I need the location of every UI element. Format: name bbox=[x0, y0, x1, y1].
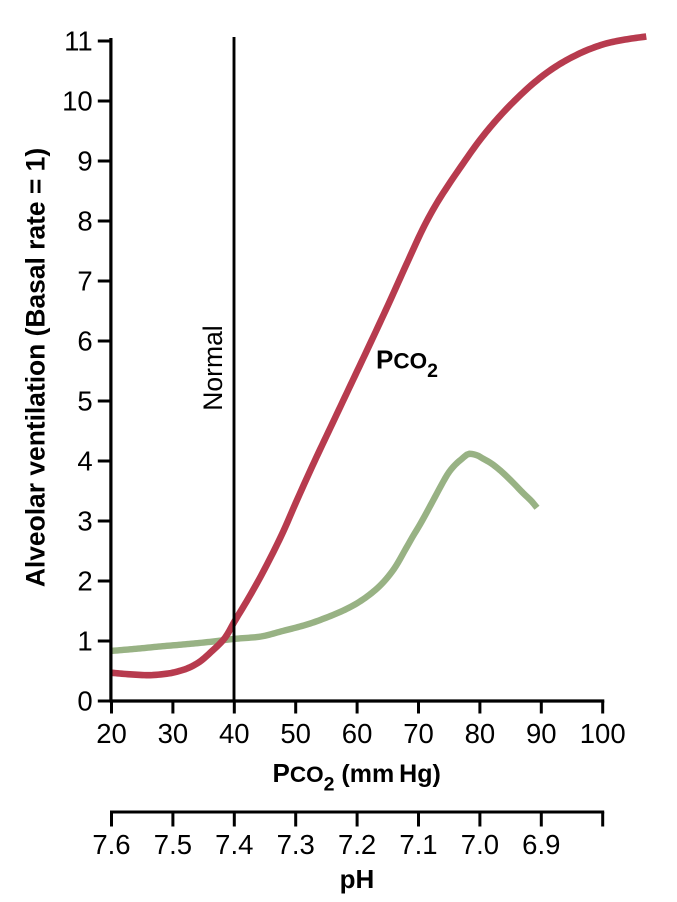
svg-text:9: 9 bbox=[77, 146, 92, 177]
svg-text:10: 10 bbox=[62, 86, 93, 117]
svg-text:50: 50 bbox=[280, 718, 311, 749]
svg-text:11: 11 bbox=[64, 26, 93, 57]
svg-text:7.0: 7.0 bbox=[461, 829, 499, 860]
svg-text:100: 100 bbox=[580, 718, 626, 749]
svg-text:70: 70 bbox=[403, 718, 434, 749]
svg-text:90: 90 bbox=[526, 718, 557, 749]
svg-text:PCO2: PCO2 bbox=[376, 345, 438, 383]
svg-text:7.6: 7.6 bbox=[92, 829, 130, 860]
svg-text:30: 30 bbox=[158, 718, 189, 749]
svg-text:8: 8 bbox=[77, 206, 92, 237]
svg-text:7: 7 bbox=[77, 266, 92, 297]
svg-text:7.3: 7.3 bbox=[277, 829, 315, 860]
svg-text:20: 20 bbox=[96, 718, 127, 749]
svg-text:5: 5 bbox=[77, 386, 92, 417]
svg-text:3: 3 bbox=[77, 506, 92, 537]
svg-text:6: 6 bbox=[77, 326, 92, 357]
svg-text:1: 1 bbox=[77, 626, 92, 657]
svg-text:7.2: 7.2 bbox=[338, 829, 376, 860]
svg-text:80: 80 bbox=[465, 718, 496, 749]
svg-text:7.4: 7.4 bbox=[215, 829, 253, 860]
svg-text:40: 40 bbox=[219, 718, 250, 749]
svg-text:Alveolar ventilation (Basal ra: Alveolar ventilation (Basal rate = 1) bbox=[21, 148, 51, 587]
svg-text:7.1: 7.1 bbox=[399, 829, 437, 860]
svg-text:pH: pH bbox=[340, 864, 375, 894]
svg-text:PCO2 (mm Hg): PCO2 (mm Hg) bbox=[273, 758, 441, 796]
svg-text:7.5: 7.5 bbox=[154, 829, 192, 860]
svg-text:4: 4 bbox=[77, 446, 92, 477]
svg-text:60: 60 bbox=[342, 718, 373, 749]
svg-text:2: 2 bbox=[77, 566, 92, 597]
svg-text:0: 0 bbox=[77, 686, 92, 717]
svg-text:6.9: 6.9 bbox=[522, 829, 560, 860]
svg-text:Normal: Normal bbox=[198, 325, 228, 410]
